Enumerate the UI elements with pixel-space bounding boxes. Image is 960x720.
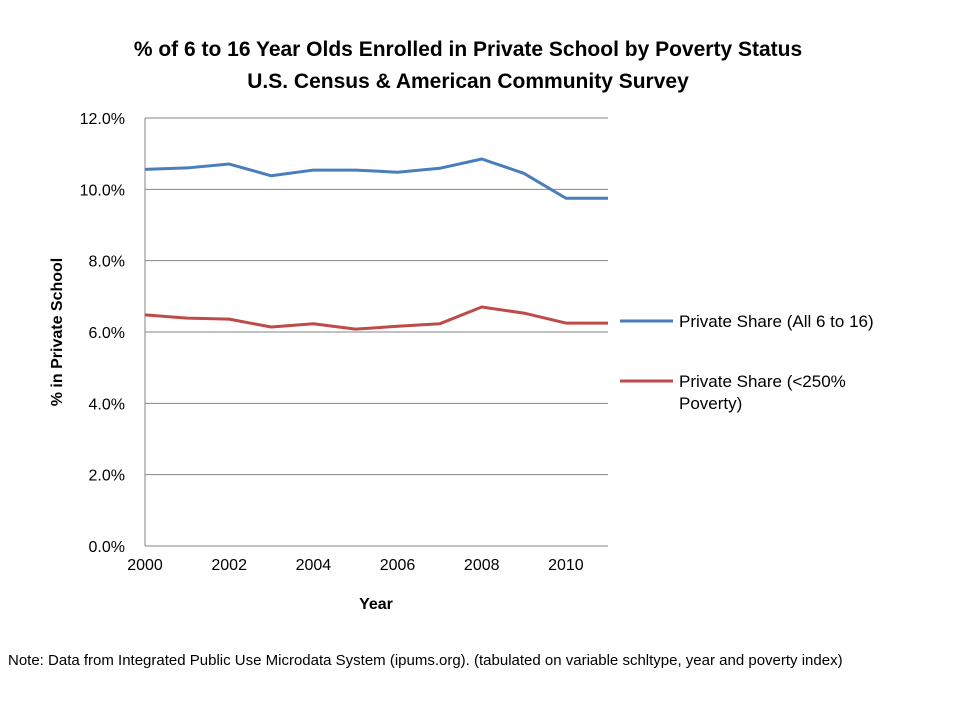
chart-subtitle: U.S. Census & American Community Survey: [247, 70, 689, 93]
series-line-1: [144, 305, 608, 331]
y-tick-label: 12.0%: [80, 111, 125, 128]
x-tick-label: 2006: [380, 557, 416, 574]
x-tick-label: 2000: [127, 557, 163, 574]
y-tick-label: 2.0%: [89, 468, 125, 485]
y-axis-label: % in Private School: [49, 258, 66, 406]
legend-entry-poverty-line1: Private Share (<250%: [679, 372, 846, 391]
y-tick-label: 8.0%: [89, 254, 125, 271]
footnote: Note: Data from Integrated Public Use Mi…: [8, 652, 843, 669]
x-tick-label: 2010: [548, 557, 584, 574]
y-tick-label: 6.0%: [89, 325, 125, 342]
y-tick-label: 10.0%: [80, 182, 125, 199]
x-tick-label: 2002: [211, 557, 247, 574]
chart-title: % of 6 to 16 Year Olds Enrolled in Priva…: [133, 38, 803, 61]
x-tick-label: 2004: [296, 557, 332, 574]
legend-entry-all: Private Share (All 6 to 16): [679, 312, 874, 331]
legend-entry-poverty-line2: Poverty): [679, 394, 743, 413]
legend-entry-poverty: Private Share (<250% Poverty): [679, 371, 846, 415]
y-tick-label: 0.0%: [89, 539, 125, 556]
x-tick-label: 2008: [464, 557, 500, 574]
x-axis-label: Year: [359, 596, 393, 613]
series-line-0: [144, 157, 608, 200]
y-tick-label: 4.0%: [89, 396, 125, 413]
